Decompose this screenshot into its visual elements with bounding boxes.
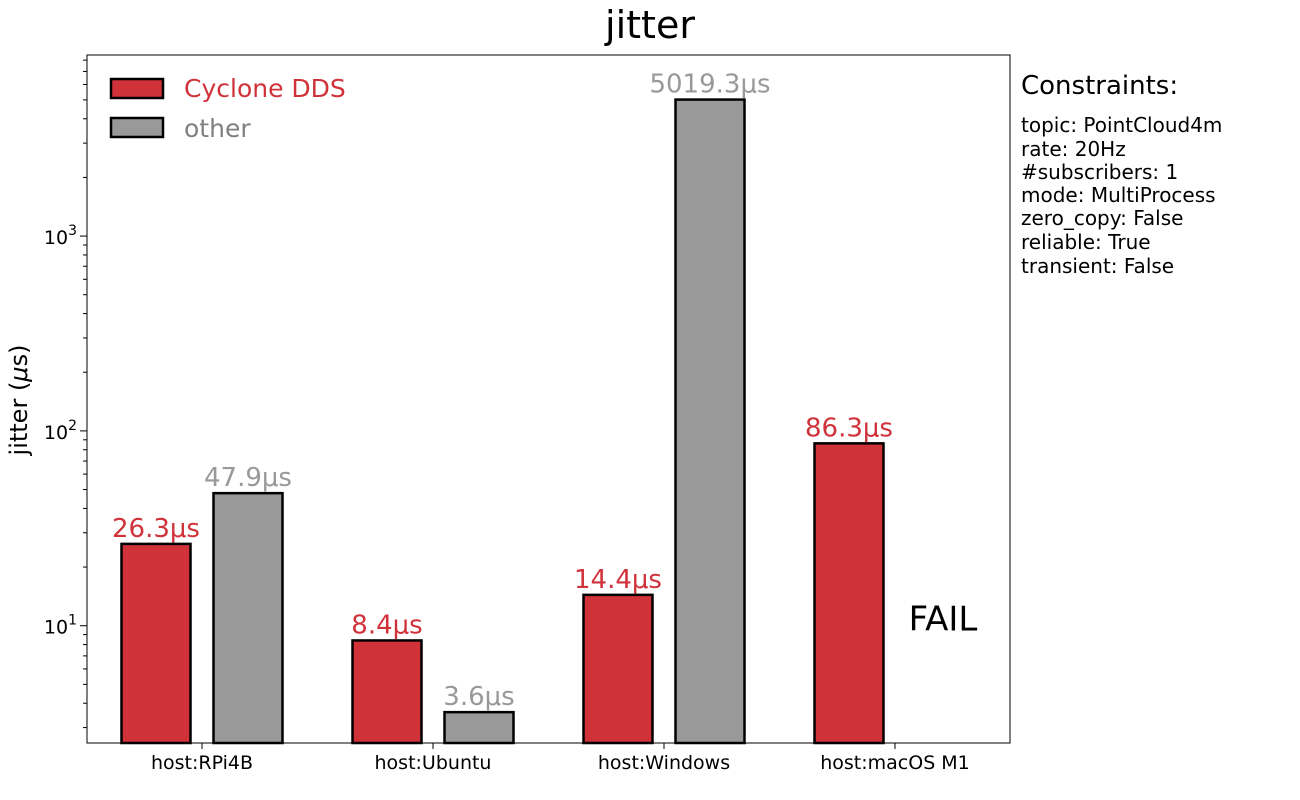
constraints-line: mode: MultiProcess (1021, 183, 1216, 207)
y-minor-ticks (83, 59, 87, 729)
bar-cyclone-dds (582, 593, 654, 745)
bar-value-label: 14.4μs (574, 565, 662, 595)
x-ticks: host:RPi4B host:Ubuntu host:Windows host:ma… (151, 743, 970, 774)
x-tick-label: host:RPi4B (151, 752, 253, 774)
y-tick-label: 102 (44, 418, 77, 444)
y-axis-label-suffix: s) (5, 345, 33, 367)
bar-other (212, 491, 284, 745)
bars (120, 98, 885, 745)
y-tick-label: 101 (44, 613, 77, 639)
bar-value-label: 26.3μs (112, 514, 200, 544)
x-tick-label: host:Windows (598, 752, 730, 774)
constraints-line: transient: False (1021, 254, 1174, 278)
bar-cyclone-dds (120, 542, 192, 745)
bar-value-label: 3.6μs (443, 682, 514, 712)
bar-value-label: 8.4μs (351, 610, 422, 640)
y-major-ticks: 101 102 103 (44, 223, 87, 639)
fail-label: FAIL (909, 600, 978, 640)
constraints-line: reliable: True (1021, 230, 1151, 254)
bar-other (443, 710, 515, 745)
plot-frame (86, 54, 1011, 744)
bar-value-label: 5019.3μs (649, 70, 770, 100)
svg-text:jitter (μs): jitter (μs) (5, 345, 33, 457)
constraints-line: topic: PointCloud4m (1021, 113, 1222, 137)
bar-cyclone-dds (351, 639, 423, 745)
y-axis-label: jitter (μs) (5, 345, 33, 457)
legend-label-other: other (184, 114, 251, 143)
constraints-line: rate: 20Hz (1021, 137, 1126, 161)
legend: Cyclone DDS other (109, 74, 346, 143)
legend-swatch-cyclone-dds (109, 77, 165, 100)
constraints-panel: Constraints: topic: PointCloud4m rate: 2… (1021, 71, 1222, 278)
bar-other (674, 98, 746, 745)
bar-value-label: 86.3μs (805, 413, 893, 443)
constraints-line: #subscribers: 1 (1021, 160, 1178, 184)
x-tick-label: host:Ubuntu (375, 752, 492, 774)
chart-title: jitter (604, 3, 695, 47)
bar-cyclone-dds (813, 442, 885, 745)
y-tick-label: 103 (44, 223, 77, 249)
constraints-line: zero_copy: False (1021, 206, 1183, 230)
x-tick-label: host:macOS M1 (820, 752, 970, 774)
bar-value-label: 47.9μs (204, 463, 292, 493)
legend-label-cyclone-dds: Cyclone DDS (184, 74, 346, 103)
legend-swatch-other (109, 116, 165, 139)
y-axis-label-prefix: jitter ( (5, 382, 33, 457)
y-axis-label-mu: μ (5, 366, 33, 382)
constraints-title: Constraints: (1021, 71, 1178, 101)
